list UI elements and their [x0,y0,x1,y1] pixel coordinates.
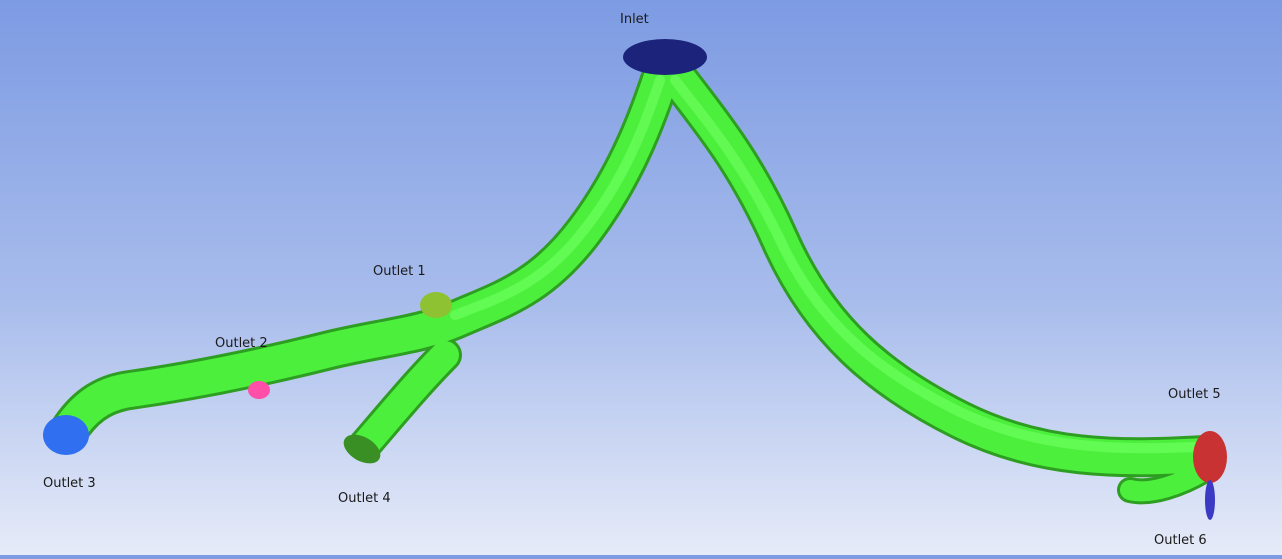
outlet1-label: Outlet 1 [373,264,426,279]
inlet-label: Inlet [620,12,649,27]
vessel-highlight [450,75,1200,454]
outlet5-label: Outlet 5 [1168,387,1221,402]
outlet3-cap [43,415,89,455]
outlet4-cap [343,434,381,464]
outlet1-cap [420,292,452,318]
outlet6-cap [1205,480,1215,520]
inlet-cap [623,39,707,75]
outlet5-cap [1193,431,1227,483]
outlet2-cap [248,381,270,399]
outlet6-label: Outlet 6 [1154,533,1207,548]
outlet3-label: Outlet 3 [43,476,96,491]
branch-outlet-4 [351,341,459,459]
outlet4-label: Outlet 4 [338,491,391,506]
outlet2-label: Outlet 2 [215,336,268,351]
